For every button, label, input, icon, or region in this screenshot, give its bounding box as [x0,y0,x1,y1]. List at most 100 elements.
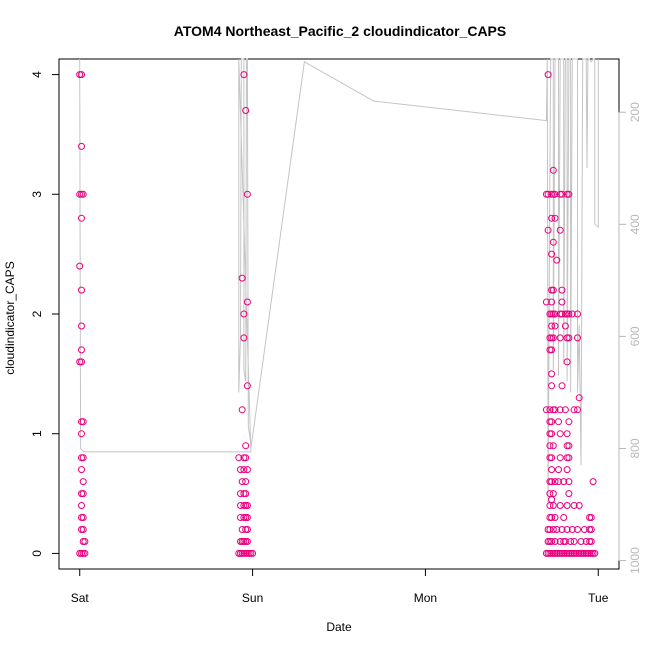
data-point [551,190,559,198]
data-point [79,190,87,198]
data-point [238,526,246,533]
data-point [567,538,575,545]
data-point [558,526,566,533]
data-point [565,490,573,498]
data-point [78,71,85,79]
data-point [237,502,244,509]
y2-axis: 200 400 600 800 1000 [618,102,642,574]
y2-tick-label: 1000 [628,547,642,574]
data-point [575,502,583,509]
y-tick-label: 1 [30,430,44,437]
data-point [548,430,556,438]
secondary-series-line [79,58,599,505]
x-axis: Sat Sun Mon Tue [71,568,609,605]
data-point [574,334,581,342]
y2-tick-label: 200 [628,102,642,122]
data-point [565,310,573,318]
data-point [242,442,250,450]
data-point [243,466,251,474]
data-point [249,549,257,557]
y-tick-label: 4 [30,71,44,78]
data-point [558,382,566,390]
data-point [582,538,590,545]
data-point [551,538,559,545]
data-point [568,310,576,318]
data-point [549,526,557,533]
data-point [548,514,556,521]
y-tick-label: 0 [30,550,44,557]
data-point [556,502,564,509]
data-point [574,310,581,318]
data-point [556,430,564,438]
data-point [544,226,552,234]
data-point [548,322,556,330]
data-point [570,502,578,509]
data-point [551,310,559,318]
y-axis: 0 1 2 3 4 [30,71,60,557]
data-point [561,406,569,414]
data-point [243,526,251,533]
data-point [560,478,568,486]
data-point [243,502,251,509]
x-tick-label: Sat [71,591,90,605]
data-point [548,370,556,378]
data-point [238,274,246,282]
data-point [546,526,554,533]
data-point [565,454,573,462]
data-point [587,526,595,533]
data-point [242,454,250,462]
plot-frame [58,58,620,570]
data-point [551,478,559,486]
data-point [237,490,244,498]
data-point [79,490,87,498]
data-point [551,406,559,414]
data-point [238,478,246,486]
data-point [81,549,89,557]
x-tick-label: Tue [588,591,609,605]
data-point [589,478,597,486]
data-point [570,406,578,414]
data-point [542,406,550,414]
chart-title: ATOM4 Northeast_Pacific_2 cloudindicator… [174,23,506,39]
data-point [563,502,571,509]
data-point [558,310,566,318]
data-point [556,334,564,342]
data-point [553,256,561,264]
data-point [548,346,556,354]
data-point [79,478,87,486]
data-point [575,394,583,402]
data-point [78,358,85,366]
data-point [555,418,562,426]
data-point [558,286,566,294]
data-point [574,526,581,533]
data-point [558,298,566,306]
data-point [574,406,581,414]
y2-tick-label: 400 [628,214,642,234]
data-point [242,490,250,498]
data-point [78,346,85,354]
data-point [243,514,251,521]
data-point [78,214,85,222]
data-point [549,442,557,450]
data-point [577,538,585,545]
data-point [78,142,85,150]
data-point [548,454,556,462]
y-tick-label: 2 [30,310,44,317]
data-point [548,466,556,474]
data-point [551,514,559,521]
data-point [556,454,564,462]
data-point [235,454,243,462]
data-point [555,478,562,486]
data-point [560,514,568,521]
data-point [243,190,251,198]
data-point [78,430,85,438]
data-point [79,454,87,462]
data-point [561,538,569,545]
data-point [549,238,557,246]
data-point [546,406,554,414]
data-point [243,382,251,390]
data-point [580,526,588,533]
data-point [568,526,576,533]
data-point [548,538,556,545]
secondary-line-layer [79,58,599,505]
